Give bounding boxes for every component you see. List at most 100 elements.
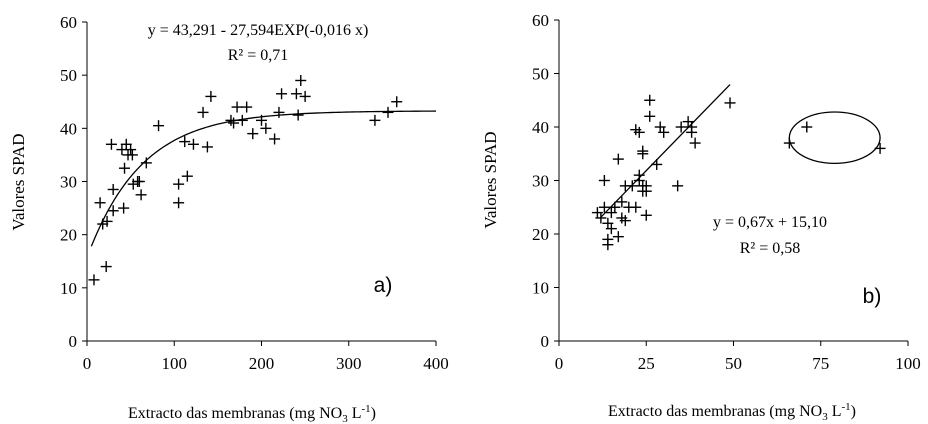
data-point	[133, 176, 145, 187]
y-tick-label: 30	[60, 173, 77, 192]
data-point	[658, 126, 670, 138]
data-point	[292, 109, 304, 121]
data-point	[100, 261, 112, 273]
panel-a-tick-labels: 0 10 20 30 40 50 60 0 100 200 300 400	[60, 13, 449, 373]
data-point	[256, 114, 267, 126]
data-point	[619, 215, 631, 227]
data-point	[276, 88, 288, 100]
panel-a-fit-curve	[90, 110, 437, 247]
data-point	[247, 128, 259, 140]
y-tick-label: 10	[60, 279, 77, 298]
data-point	[290, 88, 302, 100]
y-tick-label: 20	[532, 225, 549, 244]
panel-b: 0 10 20 30 40 50 60 0 25 50 75 100 y = 0,67x + 15,1…	[481, 11, 921, 423]
data-point	[228, 117, 240, 129]
data-point	[299, 90, 311, 102]
panel-b-equation: y = 0,67x + 15,10	[713, 214, 827, 231]
panel-b-r-squared: R² = 0,58	[740, 240, 801, 257]
data-point	[783, 137, 795, 149]
y-tick-label: 10	[532, 279, 549, 298]
data-point	[107, 205, 119, 217]
data-point	[640, 185, 652, 197]
data-point	[135, 189, 147, 201]
data-point	[126, 149, 138, 161]
data-point	[672, 180, 684, 192]
data-point	[295, 74, 307, 86]
data-point	[119, 162, 131, 174]
data-point	[630, 201, 642, 213]
data-point	[205, 90, 217, 102]
data-point	[609, 201, 621, 213]
data-point	[598, 201, 610, 213]
panel-a: 0 10 20 30 40 50 60 0 100 200 300 400 y = 43,291 - …	[9, 13, 449, 424]
data-point	[382, 106, 394, 118]
data-point	[140, 157, 152, 169]
data-point	[101, 215, 113, 227]
y-tick-label: 30	[532, 172, 549, 191]
y-tick-label: 60	[532, 11, 549, 30]
data-point	[637, 145, 649, 157]
data-point	[369, 114, 381, 126]
data-point	[801, 121, 813, 133]
panel-b-points	[591, 94, 886, 251]
data-point	[598, 175, 610, 186]
data-point	[686, 126, 698, 138]
data-point	[260, 122, 272, 134]
data-point	[640, 209, 652, 221]
data-point	[644, 110, 656, 122]
panel-a-r-squared: R² = 0,71	[228, 47, 289, 64]
data-point	[605, 223, 617, 235]
x-tick-label: 25	[638, 354, 655, 373]
panel-b-outlier-ellipse	[788, 111, 881, 165]
data-point	[874, 142, 886, 154]
data-point	[689, 137, 701, 149]
panel-b-x-axis-label: Extracto das membranas (mg NO3 L-1)	[608, 401, 856, 423]
data-point	[107, 183, 119, 195]
panel-a-label: a)	[374, 274, 393, 297]
panel-b-axes	[554, 19, 909, 346]
x-tick-label: 0	[83, 354, 92, 373]
data-point	[651, 158, 663, 170]
panel-a-points	[88, 74, 403, 286]
x-tick-label: 300	[336, 354, 362, 373]
data-point	[153, 120, 165, 132]
data-point	[602, 233, 614, 245]
panel-b-label: b)	[863, 285, 882, 308]
data-point	[626, 180, 638, 192]
x-tick-label: 200	[249, 354, 275, 373]
y-tick-label: 40	[60, 119, 77, 138]
data-point	[118, 202, 130, 214]
data-point	[94, 197, 106, 209]
data-point	[595, 212, 607, 224]
x-tick-label: 400	[423, 354, 449, 373]
x-tick-label: 0	[555, 354, 564, 373]
panel-a-axes	[82, 21, 437, 346]
y-tick-label: 50	[532, 65, 549, 84]
data-point	[675, 121, 687, 133]
y-tick-label: 20	[60, 226, 77, 245]
y-tick-label: 0	[541, 332, 550, 351]
data-point	[273, 106, 285, 118]
data-point	[201, 141, 213, 153]
y-tick-label: 60	[60, 13, 77, 32]
data-point	[269, 133, 281, 145]
data-point	[633, 169, 645, 181]
data-point	[616, 196, 628, 208]
data-point	[241, 101, 253, 113]
y-tick-label: 0	[69, 332, 78, 351]
data-point	[197, 106, 209, 118]
x-tick-label: 50	[725, 354, 742, 373]
data-point	[231, 101, 243, 113]
data-point	[612, 231, 624, 243]
data-point	[105, 138, 117, 150]
data-point	[88, 274, 100, 286]
panel-a-y-axis-label: Valores SPAD	[9, 133, 28, 230]
y-tick-label: 50	[60, 66, 77, 85]
data-point	[125, 144, 137, 156]
data-point	[173, 178, 185, 190]
x-tick-label: 75	[812, 354, 829, 373]
data-point	[236, 114, 248, 126]
data-point	[391, 96, 403, 108]
y-tick-label: 40	[532, 118, 549, 137]
x-tick-label: 100	[895, 354, 921, 373]
